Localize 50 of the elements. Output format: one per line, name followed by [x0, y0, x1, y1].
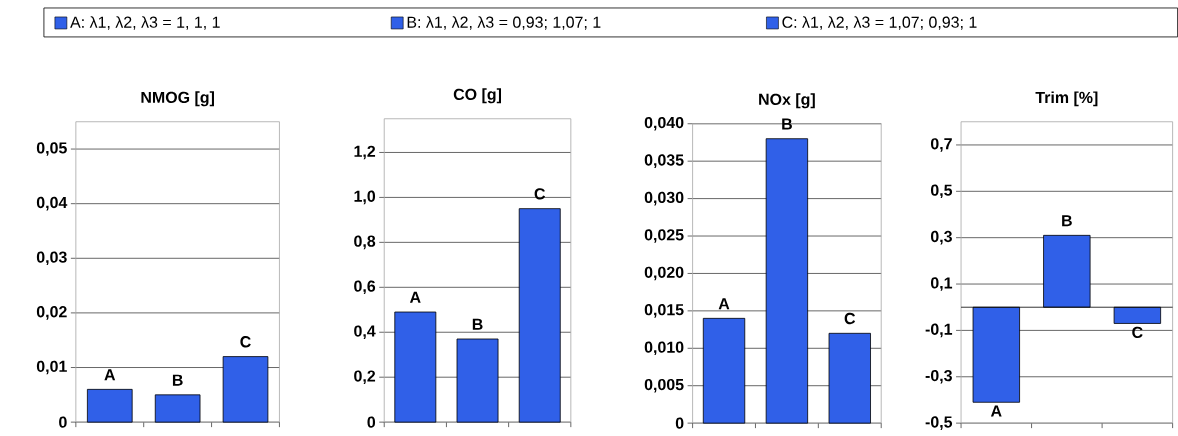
y-tick-label: 0,02 — [36, 306, 67, 320]
y-tick-label: 0,015 — [644, 304, 684, 318]
y-tick-label: 0,6 — [354, 280, 376, 295]
y-tick-label: 0,035 — [644, 154, 684, 168]
y-tick-label: 0,040 — [644, 116, 684, 131]
chart-title: NMOG [g] — [141, 91, 214, 107]
y-tick-label: 0,5 — [930, 184, 953, 199]
y-tick-label: 0,4 — [354, 325, 376, 340]
x-tick-label: C — [1132, 326, 1143, 338]
text: C: λ1, λ2, λ3 = 1,07; 0,93; 1 — [782, 16, 977, 30]
y-tick-label: 0,04 — [36, 196, 68, 211]
x-tick-label: C — [534, 188, 546, 200]
y-tick-label: 0,030 — [644, 191, 684, 206]
x-tick-label: A — [104, 369, 116, 381]
y-tick-label: 0,03 — [36, 251, 67, 266]
y-tick-label: 0,010 — [644, 341, 684, 356]
y-tick-label: 0,3 — [930, 230, 952, 245]
y-tick-label: 0,005 — [644, 378, 684, 393]
bar — [154, 394, 201, 423]
chart-title: CO [g] — [453, 88, 502, 104]
y-tick-label: -0,5 — [925, 416, 953, 430]
y-tick-label: 0,025 — [644, 229, 684, 243]
y-tick-label: 0,7 — [930, 138, 952, 152]
y-tick-label: 1,2 — [354, 145, 376, 160]
chart-title: NOx [g] — [759, 93, 815, 109]
x-tick-label: C — [240, 336, 251, 348]
x-tick-label: A — [409, 291, 421, 303]
x-tick-label: B — [1062, 215, 1072, 227]
x-tick-label: B — [782, 118, 792, 130]
y-tick-label: -0,3 — [925, 369, 952, 384]
text: A: λ1, λ2, λ3 = 1, 1, 1 — [70, 16, 220, 30]
y-tick-label: 1,0 — [354, 190, 376, 205]
y-tick-label: 0 — [675, 417, 684, 429]
y-tick-label: 0,2 — [354, 370, 376, 384]
y-tick-label: 0,01 — [36, 360, 67, 375]
x-tick-label: B — [172, 374, 183, 386]
y-tick-label: 0,05 — [36, 142, 67, 156]
y-tick-label: 0,1 — [930, 277, 953, 291]
text: B: λ1, λ2, λ3 = 0,93; 1,07; 1 — [407, 16, 601, 30]
x-tick-label: A — [718, 298, 730, 310]
y-tick-label: 0,8 — [354, 235, 376, 250]
y-tick-label: 0,020 — [644, 266, 684, 281]
x-tick-label: B — [472, 318, 483, 330]
x-tick-label: A — [990, 405, 1002, 417]
y-tick-label: 0 — [367, 416, 376, 428]
y-tick-label: -0,1 — [925, 323, 953, 338]
chart-title: Trim [%] — [1035, 91, 1098, 107]
y-tick-label: 0 — [59, 416, 67, 428]
x-tick-label: C — [844, 312, 856, 325]
bar — [86, 388, 133, 423]
